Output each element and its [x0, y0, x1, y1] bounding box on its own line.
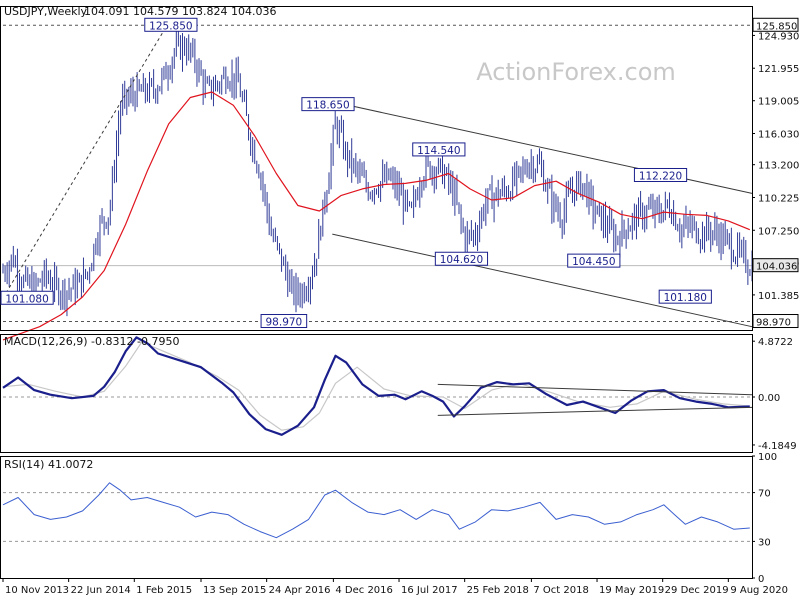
- x-tick-label: 4 Dec 2016: [335, 585, 393, 596]
- x-tick-label: 24 Apr 2016: [269, 585, 331, 596]
- moving-average-line: [2, 91, 751, 341]
- price-y-tick-label: 116.030: [758, 130, 799, 141]
- rsi-y-tick-label: 100: [758, 452, 777, 463]
- price-annotation-box: [412, 142, 466, 157]
- macd-trendline-0: [437, 383, 753, 396]
- x-tick-label: 25 Feb 2018: [467, 585, 529, 596]
- price-annotation-box: [301, 97, 355, 112]
- price-annotation-label: 101.080: [5, 293, 48, 305]
- price-y-tick-label: 110.225: [758, 193, 799, 204]
- x-tick-label: 13 Sep 2015: [203, 585, 266, 596]
- rsi-y-tick-label: 30: [758, 537, 771, 548]
- price-axis-value-label: 125.850: [756, 21, 797, 32]
- rsi-y-tick-label: 0: [758, 574, 764, 585]
- price-axis-value-box: [752, 314, 799, 329]
- price-annotation-label: 104.620: [440, 254, 483, 266]
- price-annotation-box: [260, 314, 308, 329]
- price-annotation-label: 98.970: [266, 317, 303, 329]
- price-y-tick-label: 101.385: [758, 291, 799, 302]
- macd-y-tick-label: 0.00: [758, 393, 780, 404]
- plot-layer: [2, 22, 753, 539]
- rsi-title: RSI(14) 41.0072: [4, 458, 93, 471]
- x-tick-label: 10 Nov 2013: [5, 585, 69, 596]
- ohlc-readout: 104.091 104.579 103.824 104.036: [84, 5, 276, 18]
- macd-y-tick-label: -4.1849: [758, 441, 797, 452]
- price-annotation-box: [633, 167, 688, 182]
- watermark: ActionForex.com: [476, 58, 676, 86]
- price-y-tick-label: 124.930: [758, 31, 799, 42]
- price-annotation-box: [658, 289, 712, 304]
- price-trendline-2: [332, 233, 753, 328]
- price-annotation-box: [567, 253, 621, 268]
- price-annotation-label: 101.180: [664, 292, 707, 304]
- panel-frame-rsi: [0, 456, 753, 579]
- x-tick-label: 16 Jul 2017: [401, 585, 458, 596]
- price-axis-value-box: [752, 17, 799, 32]
- x-tick-label: 29 Dec 2019: [665, 585, 729, 596]
- x-tick-label: 19 May 2019: [599, 585, 664, 596]
- label-layer: 125.850 118.650 114.540 112.220 104.620 104.4…: [0, 17, 712, 329]
- macd-trendline-1: [437, 406, 753, 416]
- price-axis-value-label: 98.970: [756, 318, 791, 329]
- macd-title: MACD(12,26,9) -0.8312 -0.7950: [4, 335, 179, 348]
- macd-y-tick-label: 4.8722: [758, 337, 793, 348]
- x-tick-label: 7 Oct 2018: [533, 585, 588, 596]
- x-tick-label: 22 Jun 2014: [71, 585, 131, 596]
- rsi-y-tick-label: 70: [758, 489, 771, 500]
- price-y-tick-label: 107.250: [758, 226, 799, 237]
- panel-frame-macd: [0, 334, 753, 453]
- macd-signal-line: [2, 341, 750, 431]
- price-axis-value-label: 104.036: [756, 262, 797, 273]
- price-y-tick-label: 121.955: [758, 64, 799, 75]
- price-annotation-label: 114.540: [417, 145, 460, 157]
- price-annotation-box: [434, 251, 489, 266]
- chart-title: USDJPY,Weekly: [4, 5, 88, 18]
- price-annotation-label: 104.450: [572, 256, 615, 268]
- panel-frame-price: [0, 6, 753, 331]
- price-axis-value-box: [752, 258, 799, 273]
- axis-layer: 124.930 121.955 119.005 116.030 113.200 110.2…: [0, 6, 799, 596]
- x-tick-label: 1 Feb 2015: [136, 585, 192, 596]
- price-annotation-label: 118.650: [306, 100, 349, 112]
- price-annotation-box: [0, 290, 54, 305]
- price-annotation-box: [144, 17, 198, 32]
- x-tick-label: 9 Aug 2020: [730, 585, 788, 596]
- rsi-line: [2, 482, 750, 539]
- price-annotation-label: 112.220: [639, 170, 682, 182]
- price-annotation-label: 125.850: [149, 20, 192, 32]
- grid-lines: [3, 24, 752, 542]
- price-y-tick-label: 119.005: [758, 97, 799, 108]
- price-y-tick-label: 113.200: [758, 161, 799, 172]
